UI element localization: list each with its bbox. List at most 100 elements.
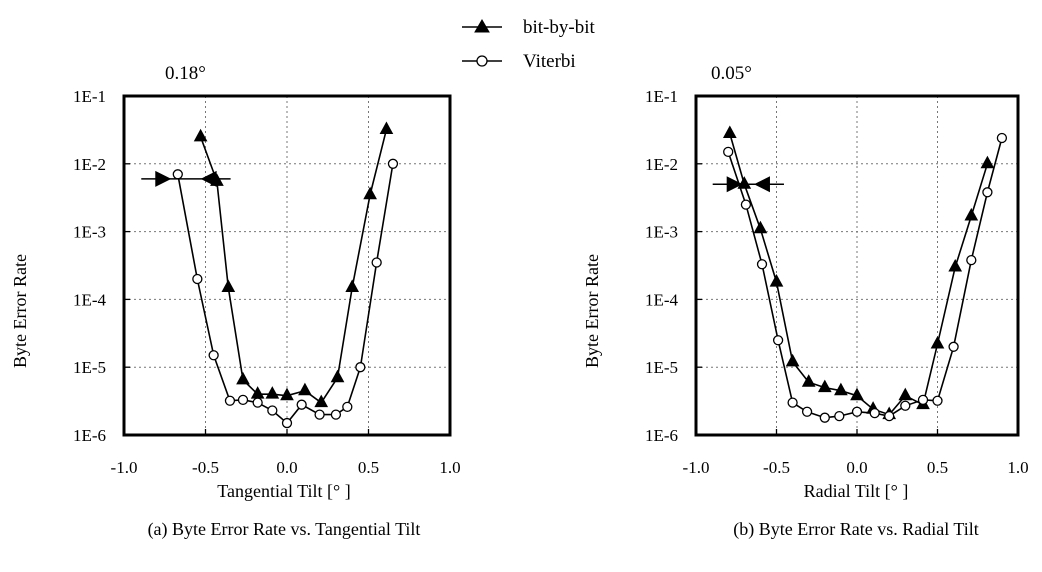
- data-point-bit-by-bit-a: [314, 394, 329, 408]
- data-point-viterbi-a: [296, 399, 307, 410]
- legend-marker-circle: [476, 55, 488, 67]
- data-point-viterbi-b: [996, 132, 1008, 144]
- data-point-viterbi-a: [252, 397, 263, 408]
- data-point-bit-by-bit-b: [948, 259, 963, 272]
- data-point-bit-by-bit-b: [722, 125, 737, 138]
- data-point-viterbi-b: [966, 254, 977, 266]
- y-tick-label-a: 1E-1: [73, 87, 106, 106]
- data-point-bit-by-bit-a: [363, 186, 377, 200]
- data-point-viterbi-b: [801, 406, 813, 417]
- legend: bit-by-bit Viterbi: [462, 17, 595, 72]
- data-point-viterbi-a: [281, 417, 293, 429]
- data-point-bit-by-bit-b: [753, 220, 768, 234]
- data-point-viterbi-a: [314, 409, 325, 420]
- y-tick-label-a: 1E-3: [73, 223, 106, 242]
- annotation-tilt-margin-a: 0.18°: [165, 63, 206, 84]
- data-point-viterbi-b: [772, 335, 784, 346]
- data-point-viterbi-b: [900, 400, 911, 411]
- data-point-viterbi-b: [723, 146, 734, 158]
- data-point-bit-by-bit-b: [930, 335, 945, 349]
- indicator-arrow-left-a: [200, 170, 217, 187]
- data-point-viterbi-b: [834, 410, 845, 422]
- data-point-bit-by-bit-b: [817, 379, 832, 393]
- series-line-bit-by-bit-b: [729, 133, 989, 416]
- y-tick-label-b: 1E-3: [645, 223, 678, 242]
- data-point-viterbi-a: [208, 350, 219, 361]
- x-tick-label-b: 0.0: [846, 458, 867, 477]
- series-line-viterbi-b: [727, 137, 1003, 419]
- data-point-bit-by-bit-b: [964, 207, 979, 221]
- data-point-bit-by-bit-b: [850, 387, 864, 401]
- x-tick-label-b: -1.0: [683, 458, 710, 477]
- y-tick-label-a: 1E-5: [73, 358, 106, 377]
- data-point-bit-by-bit-a: [193, 128, 208, 142]
- data-point-viterbi-a: [224, 395, 236, 406]
- data-point-viterbi-a: [330, 409, 342, 420]
- data-point-viterbi-b: [948, 341, 959, 352]
- x-tick-label-a: -0.5: [192, 458, 219, 477]
- y-tick-label-a: 1E-2: [73, 155, 106, 174]
- legend-label-bit-by-bit: bit-by-bit: [523, 17, 595, 38]
- panel-radial-tilt: 0.05° Byte Error Rate Radial Tilt [° ] (…: [582, 63, 1029, 540]
- data-point-viterbi-b: [819, 412, 830, 423]
- data-point-bit-by-bit-a: [330, 369, 345, 383]
- x-tick-label-a: 1.0: [439, 458, 460, 477]
- y-tick-label-b: 1E-4: [645, 290, 679, 309]
- x-tick-label-b: 0.5: [927, 458, 948, 477]
- data-point-bit-by-bit-a: [250, 386, 265, 399]
- data-point-bit-by-bit-b: [785, 353, 800, 367]
- caption-a: (a) Byte Error Rate vs. Tangential Tilt: [148, 519, 421, 540]
- data-point-viterbi-b: [756, 259, 768, 270]
- data-point-bit-by-bit-b: [980, 155, 995, 169]
- panel-tangential-tilt: 0.18° Byte Error Rate Tangential Tilt [°…: [10, 63, 461, 540]
- data-point-viterbi-b: [869, 408, 880, 419]
- data-point-bit-by-bit-a: [298, 382, 312, 396]
- data-point-viterbi-a: [371, 257, 382, 268]
- x-axis-label-b: Radial Tilt [° ]: [804, 481, 909, 501]
- data-point-viterbi-b: [932, 395, 943, 406]
- y-axis-label-b: Byte Error Rate: [582, 254, 602, 368]
- data-point-bit-by-bit-b: [737, 176, 752, 189]
- x-tick-label-b: 1.0: [1007, 458, 1028, 477]
- series-line-viterbi-a: [177, 163, 394, 425]
- data-point-bit-by-bit-b: [898, 387, 913, 401]
- data-point-bit-by-bit-b: [834, 382, 848, 396]
- indicator-arrow-right-a: [155, 170, 172, 187]
- caption-b: (b) Byte Error Rate vs. Radial Tilt: [733, 519, 978, 540]
- x-axis-label-a: Tangential Tilt [° ]: [217, 481, 350, 501]
- annotation-tilt-margin-b: 0.05°: [711, 63, 752, 84]
- series-line-bit-by-bit-a: [199, 129, 388, 404]
- data-point-bit-by-bit-a: [265, 386, 280, 399]
- data-point-viterbi-a: [192, 273, 203, 285]
- data-point-bit-by-bit-a: [379, 121, 394, 135]
- y-tick-label-b: 1E-2: [645, 155, 678, 174]
- data-point-viterbi-a: [342, 401, 353, 413]
- data-point-viterbi-a: [172, 169, 183, 180]
- data-point-bit-by-bit-a: [345, 279, 360, 292]
- x-tick-label-b: -0.5: [763, 458, 790, 477]
- legend-marker-triangle: [474, 19, 490, 33]
- data-point-viterbi-a: [267, 405, 278, 416]
- data-point-bit-by-bit-a: [280, 387, 294, 401]
- data-point-bit-by-bit-b: [769, 274, 784, 287]
- y-tick-label-b: 1E-5: [645, 358, 678, 377]
- data-point-viterbi-b: [982, 187, 993, 198]
- y-tick-label-b: 1E-1: [645, 87, 678, 106]
- y-tick-label-a: 1E-4: [73, 290, 107, 309]
- data-point-viterbi-b: [851, 406, 863, 417]
- data-point-viterbi-b: [740, 199, 752, 210]
- indicator-arrow-right-b: [726, 176, 743, 193]
- indicator-arrow-left-b: [753, 176, 770, 193]
- data-point-bit-by-bit-a: [236, 371, 250, 385]
- data-point-viterbi-a: [355, 362, 366, 373]
- data-point-viterbi-a: [237, 394, 249, 405]
- data-point-viterbi-a: [387, 158, 399, 169]
- x-tick-label-a: -1.0: [111, 458, 138, 477]
- x-tick-label-a: 0.5: [358, 458, 379, 477]
- x-tick-label-a: 0.0: [276, 458, 297, 477]
- legend-label-viterbi: Viterbi: [523, 51, 576, 72]
- data-point-viterbi-b: [884, 410, 895, 422]
- data-point-bit-by-bit-a: [221, 279, 236, 292]
- y-tick-label-b: 1E-6: [645, 426, 678, 445]
